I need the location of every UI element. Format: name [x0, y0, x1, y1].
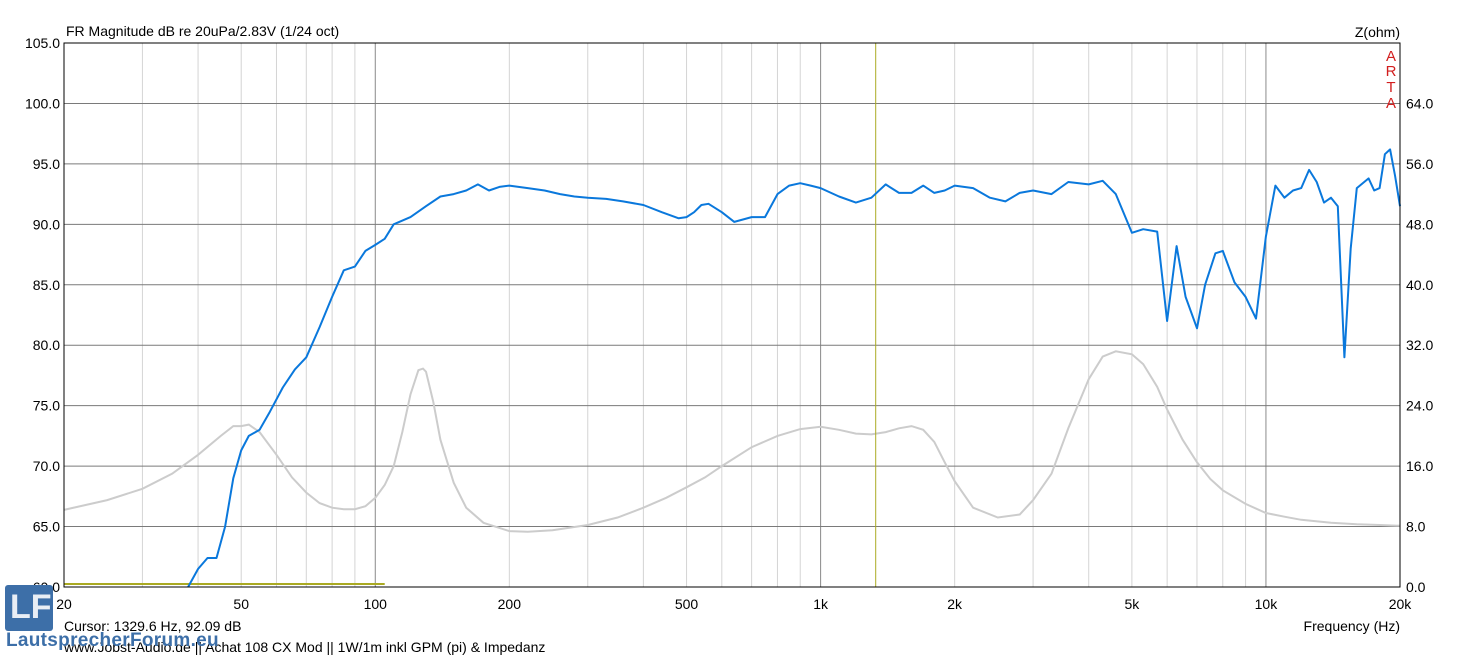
- y-right-tick-label: 24.0: [1406, 398, 1433, 414]
- y-tick-label: 95.0: [33, 156, 60, 172]
- right-axis-ticks: 0.0 8.0 16.0 24.0 32.0 40.0 48.0 56.0 64.0: [1406, 95, 1433, 595]
- x-tick-label: 20k: [1389, 596, 1413, 612]
- y-tick-label: 85.0: [33, 277, 60, 293]
- y-tick-label: 70.0: [33, 458, 60, 474]
- plot-frame: [63, 42, 1401, 588]
- x-tick-label: 20: [56, 596, 72, 612]
- y-right-tick-label: 40.0: [1406, 277, 1433, 293]
- left-axis-ticks: 60.065.070.075.080.085.090.095.0100.0105…: [25, 35, 60, 595]
- site-watermark: LautsprecherForum.eu: [6, 630, 219, 651]
- arta-letter: R: [1386, 63, 1397, 80]
- lf-logo: LF: [5, 585, 53, 631]
- x-tick-label: 100: [364, 596, 388, 612]
- y-tick-label: 75.0: [33, 398, 60, 414]
- y-right-tick-label: 64.0: [1406, 95, 1433, 111]
- y-right-tick-label: 48.0: [1406, 216, 1433, 232]
- y-tick-label: 65.0: [33, 519, 60, 535]
- arta-letter: A: [1386, 95, 1396, 112]
- right-axis-title: Z(ohm): [1355, 24, 1400, 40]
- x-tick-label: 5k: [1124, 596, 1140, 612]
- x-axis-ticks: 20 50 100 200 500 1k 2k 5k 10k 20k: [56, 596, 1412, 612]
- y-right-tick-label: 56.0: [1406, 156, 1433, 172]
- footer-note: www.Jobst-Audio.de || Achat 108 CX Mod |…: [63, 639, 545, 655]
- arta-letter: A: [1386, 48, 1396, 65]
- x-tick-label: 200: [498, 596, 522, 612]
- y-right-tick-label: 16.0: [1406, 458, 1433, 474]
- x-tick-label: 2k: [947, 596, 963, 612]
- y-right-tick-label: 8.0: [1406, 519, 1426, 535]
- y-tick-label: 90.0: [33, 216, 60, 232]
- y-right-tick-label: 0.0: [1406, 579, 1426, 595]
- fr-magnitude-series-line: [187, 148, 1401, 588]
- y-tick-label: 105.0: [25, 35, 60, 51]
- y-tick-label: 80.0: [33, 337, 60, 353]
- chart-title: FR Magnitude dB re 20uPa/2.83V (1/24 oct…: [66, 23, 339, 39]
- x-tick-label: 500: [675, 596, 699, 612]
- x-tick-label: 50: [233, 596, 249, 612]
- arta-watermark: A R T A: [1386, 48, 1397, 112]
- x-tick-label: 1k: [813, 596, 829, 612]
- y-tick-label: 100.0: [25, 95, 60, 111]
- y-right-tick-label: 32.0: [1406, 337, 1433, 353]
- x-axis-title: Frequency (Hz): [1304, 618, 1400, 634]
- cursor-readout: Cursor: 1329.6 Hz, 92.09 dB: [64, 618, 241, 634]
- x-tick-label: 10k: [1255, 596, 1279, 612]
- impedance-series-line: [63, 350, 1401, 533]
- arta-letter: T: [1386, 79, 1395, 96]
